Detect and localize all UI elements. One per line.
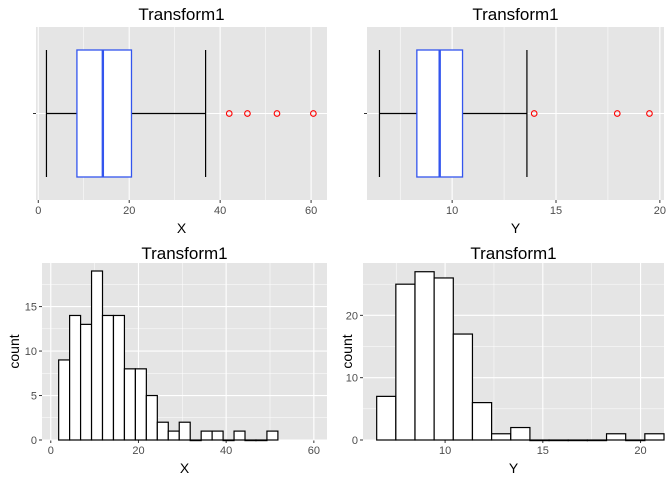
histogram-bar <box>510 426 531 441</box>
panel-title: Transform1 <box>470 244 556 263</box>
y-axis-label: count <box>6 334 22 368</box>
histogram-bar <box>233 430 246 441</box>
histogram-bar <box>145 394 158 441</box>
histogram-bar <box>452 333 474 441</box>
panel-title: Transform1 <box>138 5 224 24</box>
histogram-bar <box>491 433 512 441</box>
histogram-bar <box>79 323 93 441</box>
y-tick-label: 5 <box>31 391 37 403</box>
x-tick-label: 60 <box>308 445 320 457</box>
histogram-bar <box>376 395 397 441</box>
x-tick-label: 10 <box>439 445 451 457</box>
histogram-bar <box>395 283 416 441</box>
histogram-bar <box>123 368 136 441</box>
x-tick-label: 40 <box>214 205 226 217</box>
histogram-bar <box>414 271 435 441</box>
histogram-bar <box>211 430 224 441</box>
panel-1: Transform1 X 0 20 40 60 <box>33 5 327 236</box>
y-tick-label: 0 <box>31 435 37 447</box>
histogram-bar <box>222 439 235 442</box>
y-tick-label: 10 <box>25 346 37 358</box>
outlier-point <box>530 110 538 117</box>
x-tick-label: 15 <box>537 445 549 457</box>
x-axis-label: X <box>177 220 187 236</box>
outlier-point <box>225 110 233 117</box>
x-tick-label: 20 <box>132 445 144 457</box>
outlier-point <box>244 110 251 117</box>
histogram-bar <box>90 270 104 441</box>
histogram-bar <box>255 439 268 442</box>
histogram-bar <box>605 433 627 441</box>
histogram-bar <box>112 314 126 441</box>
x-tick-label: 20 <box>123 205 135 217</box>
x-tick-label: 0 <box>48 445 54 457</box>
outlier-point <box>273 110 281 117</box>
x-tick-label: 20 <box>654 205 666 217</box>
outlier-point <box>646 110 653 117</box>
x-tick-label: 40 <box>220 445 232 457</box>
y-tick-label: 20 <box>346 310 358 322</box>
histogram-bar <box>471 402 493 441</box>
histogram-bar <box>134 368 147 441</box>
x-tick-label: 10 <box>446 205 458 217</box>
histogram-bar <box>433 277 454 441</box>
histogram-bar <box>156 421 169 441</box>
y-tick-label: 10 <box>346 373 358 385</box>
box-iqr <box>76 49 133 178</box>
panel-title: Transform1 <box>141 244 227 263</box>
y-axis-label: count <box>339 334 355 368</box>
x-axis-label: Y <box>511 220 521 236</box>
histogram-bar <box>189 439 202 442</box>
y-tick-label: 15 <box>25 302 37 314</box>
histogram-bar <box>244 439 257 442</box>
panel-4: Transform1 Y 10 15 20 0 10 20 count <box>339 244 665 476</box>
histogram-bar <box>266 430 279 441</box>
histogram-bar <box>69 314 82 441</box>
histogram-bar <box>529 439 550 442</box>
histogram-bar <box>167 430 180 441</box>
x-axis-label: Y <box>509 460 519 476</box>
histogram-bar <box>548 439 569 442</box>
y-tick-label: 0 <box>352 435 358 447</box>
histogram-bar <box>567 439 588 442</box>
x-tick-label: 20 <box>634 445 646 457</box>
outlier-point <box>613 110 621 117</box>
histogram-bar <box>101 314 115 441</box>
histogram-bar <box>625 439 646 442</box>
histogram-bar <box>586 439 608 442</box>
x-tick-label: 60 <box>305 205 317 217</box>
panel-2: Transform1 Y 10 15 20 <box>364 5 666 236</box>
x-axis-label: X <box>180 460 190 476</box>
panel-title: Transform1 <box>472 5 558 24</box>
x-tick-label: 15 <box>550 205 562 217</box>
histogram-bar <box>178 421 191 441</box>
histogram-bar <box>200 430 213 441</box>
outlier-point <box>310 110 317 117</box>
x-tick-label: 0 <box>35 205 41 217</box>
histogram-bar <box>644 433 665 441</box>
histogram-bar <box>58 359 71 441</box>
panel-3: Transform1 X 0 20 40 60 0 5 10 15 count <box>6 244 327 476</box>
